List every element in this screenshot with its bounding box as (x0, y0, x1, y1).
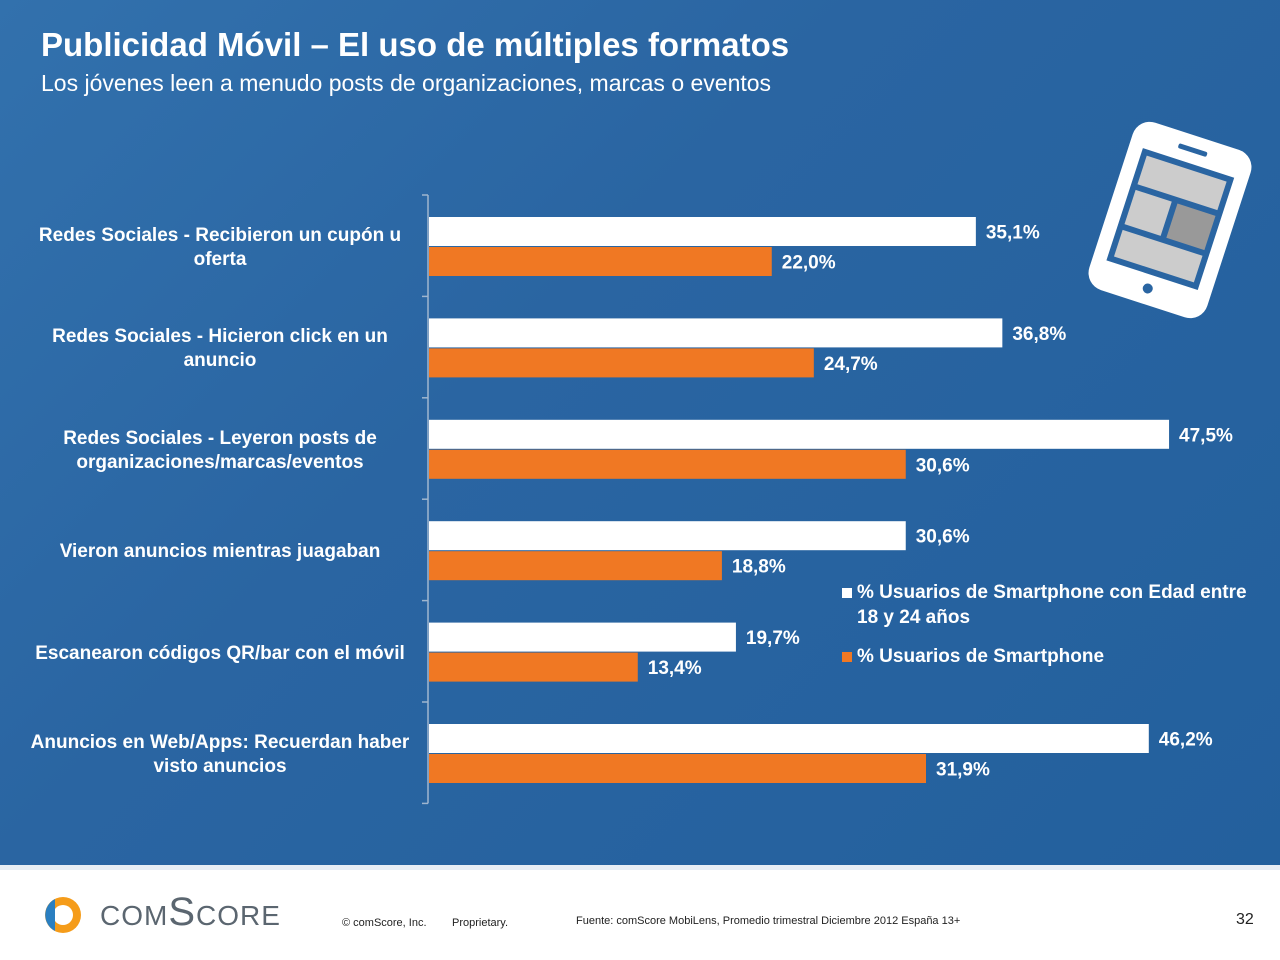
bar (429, 217, 976, 246)
value-label: 24,7% (824, 354, 878, 375)
value-label: 22,0% (782, 253, 836, 274)
category-label: Redes Sociales - Recibieron un cupón u o… (38, 225, 402, 270)
category-label: Anuncios en Web/Apps: Recuerdan haber vi… (30, 732, 410, 777)
value-label: 46,2% (1159, 730, 1213, 751)
page-number: 32 (1236, 911, 1254, 928)
logo-text: comScore (100, 890, 281, 934)
bar (429, 449, 906, 479)
value-label: 36,8% (1012, 324, 1066, 345)
bar (429, 419, 1170, 449)
source: Fuente: comScore MobiLens, Promedio trim… (576, 915, 961, 927)
category-label: Vieron anuncios mientras juagaban (59, 541, 381, 563)
bar (429, 754, 927, 783)
value-label: 18,8% (732, 557, 786, 578)
bar (429, 622, 736, 652)
logo-mark-hole (53, 905, 73, 925)
category-label: Escanearon códigos QR/bar con el móvil (35, 642, 405, 664)
value-label: 30,6% (916, 527, 970, 548)
value-label: 35,1% (986, 223, 1040, 244)
bar (429, 652, 638, 682)
bar (429, 521, 906, 551)
value-label: 19,7% (746, 628, 800, 649)
value-label: 31,9% (936, 760, 990, 781)
logo-mark-blue (45, 899, 55, 931)
value-label: 30,6% (916, 455, 970, 476)
title: Publicidad Móvil – El uso de múltiples f… (41, 26, 790, 63)
legend-swatch (842, 588, 852, 598)
bar (429, 247, 772, 276)
category-label: Redes Sociales - Hicieron click en un an… (52, 326, 388, 372)
bar (429, 551, 722, 581)
phone-icon (1088, 121, 1252, 319)
proprietary: Proprietary. (452, 917, 509, 929)
legend-entry: % Usuarios de Smartphone con Edad entre … (842, 580, 1257, 630)
category-label: Redes Sociales - Leyeron posts de organi… (63, 427, 377, 473)
copyright: © comScore, Inc. (342, 917, 427, 929)
bar (429, 318, 1003, 348)
value-label: 47,5% (1179, 425, 1233, 446)
value-label: 13,4% (648, 658, 702, 679)
bar (429, 724, 1149, 753)
footer-rule (0, 865, 1280, 870)
subtitle: Los jóvenes leen a menudo posts de organ… (41, 70, 772, 96)
legend-entry: % Usuarios de Smartphone (842, 644, 1257, 669)
bar (429, 348, 814, 378)
legend-swatch (842, 652, 852, 662)
